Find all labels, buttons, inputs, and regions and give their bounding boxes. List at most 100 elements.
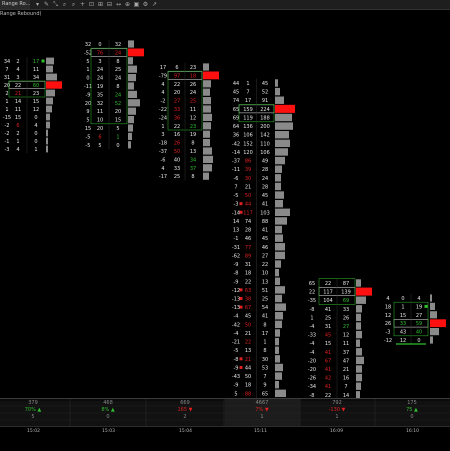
ask-volume: 60	[33, 83, 39, 89]
toolbar-tool-1[interactable]: ✎	[43, 1, 50, 8]
ask-volume: 7	[263, 374, 266, 380]
toolbar-tool-3[interactable]: ⌕	[62, 1, 67, 8]
ask-volume: 21	[343, 367, 349, 373]
time-label: 16:10	[406, 429, 419, 434]
delta-value: -18	[159, 141, 167, 147]
toolbar-tool-5[interactable]: +	[79, 1, 86, 8]
toolbar-tool-8[interactable]: ⊟	[106, 1, 113, 8]
bid-volume: 104	[323, 298, 333, 304]
delta-value: 4	[161, 82, 164, 88]
ask-volume: 24	[115, 50, 121, 56]
delta-value: 65	[233, 107, 239, 113]
ask-volume: 59	[416, 321, 422, 327]
bid-volume: 16	[174, 132, 180, 138]
bid-volume: 15	[325, 341, 331, 347]
profile-bar	[128, 124, 133, 132]
bid-volume: 20	[97, 126, 103, 132]
ask-volume: 24	[115, 76, 121, 82]
delta-value: -3	[386, 330, 391, 336]
profile-bar	[275, 139, 290, 148]
bid-volume: 86	[245, 159, 251, 165]
toolbar-tool-4[interactable]: ⌕	[71, 1, 76, 8]
bid-volume: 15	[15, 115, 21, 121]
bid-volume: 10	[97, 118, 103, 124]
ask-volume: 30	[262, 357, 268, 363]
delta-value: 7	[5, 67, 8, 73]
delta-value: -4	[310, 350, 315, 356]
toolbar-tool-10[interactable]: ⊕	[124, 1, 131, 8]
delta-value: 15	[85, 126, 91, 132]
toolbar-tool-11[interactable]: ▣	[133, 1, 140, 8]
delta-value: -12	[232, 288, 240, 294]
delta-value: -9	[86, 92, 91, 98]
ask-volume: 46	[262, 245, 268, 251]
footprint-cluster[interactable]: 17 6 23-79 97 184 22 264 20 24-2 27 25-22 33 11-24 36…	[159, 62, 219, 181]
imbalance-marker	[239, 365, 243, 369]
toolbar-tool-9[interactable]: ↔	[115, 1, 122, 8]
profile-bar	[275, 355, 280, 363]
profile-bar	[128, 82, 134, 90]
profile-bar	[275, 337, 279, 346]
delta-value: -13	[232, 297, 240, 303]
bid-volume: 27	[174, 99, 180, 105]
profile-bar	[203, 164, 212, 172]
ask-volume: 41	[262, 202, 268, 208]
toolbar-tool-0[interactable]: ▾	[35, 1, 39, 8]
profile-bar	[275, 346, 279, 354]
bid-volume: 14	[15, 99, 21, 105]
bid-volume: 19	[97, 84, 103, 90]
instrument-selector[interactable]: Range Ro...	[0, 0, 30, 9]
bid-volume: 0	[401, 296, 404, 302]
profile-bar	[203, 88, 210, 96]
toolbar-tool-13[interactable]: ↗	[151, 1, 158, 8]
bid-volume: 22	[174, 124, 180, 130]
ask-volume: 52	[262, 90, 268, 96]
profile-bar	[275, 148, 288, 156]
bid-volume: 24	[97, 67, 103, 73]
delta-value: 1	[5, 107, 8, 113]
ask-volume: 13	[262, 279, 268, 285]
volume-value: 669	[180, 400, 190, 406]
delta-value: 9	[86, 109, 89, 115]
profile-bar	[46, 129, 48, 137]
volume-sub: 0	[106, 414, 109, 420]
volume-value: 792	[332, 400, 342, 406]
bid-volume: 22	[325, 393, 331, 398]
bid-volume: 74	[245, 219, 251, 225]
poc-marker	[128, 48, 144, 57]
delta-value: -20	[308, 358, 316, 364]
profile-bar	[275, 294, 282, 303]
bid-volume: 24	[97, 76, 103, 82]
profile-bar	[203, 139, 210, 147]
bid-volume: 44	[245, 365, 251, 371]
delta-value: -4	[310, 324, 315, 330]
ask-volume: 139	[341, 290, 351, 296]
toolbar-tool-7[interactable]: ⊞	[97, 1, 104, 8]
toolbar-tool-2[interactable]: ⤡	[53, 1, 58, 8]
bid-volume: 15	[400, 313, 406, 319]
ask-volume: 23	[190, 124, 196, 130]
profile-bar	[430, 336, 433, 344]
delta-value: 20	[85, 101, 91, 107]
ask-volume: 0	[34, 131, 37, 137]
profile-bar	[275, 165, 282, 173]
bid-volume: 22	[15, 83, 21, 89]
ask-volume: 224	[260, 107, 270, 113]
bid-volume: 40	[174, 157, 180, 163]
toolbar-tool-12[interactable]: ⚙	[142, 1, 149, 8]
ask-volume: 27	[343, 324, 349, 330]
bid-volume: 77	[245, 245, 251, 251]
toolbar-tool-6[interactable]: ⊡	[88, 1, 95, 8]
ask-volume: 8	[116, 84, 119, 90]
volume-sub: 5	[31, 414, 34, 420]
delta-value: -31	[232, 245, 240, 251]
profile-bar	[356, 322, 361, 330]
bid-volume: 18	[245, 271, 251, 277]
ask-volume: 69	[343, 298, 349, 304]
